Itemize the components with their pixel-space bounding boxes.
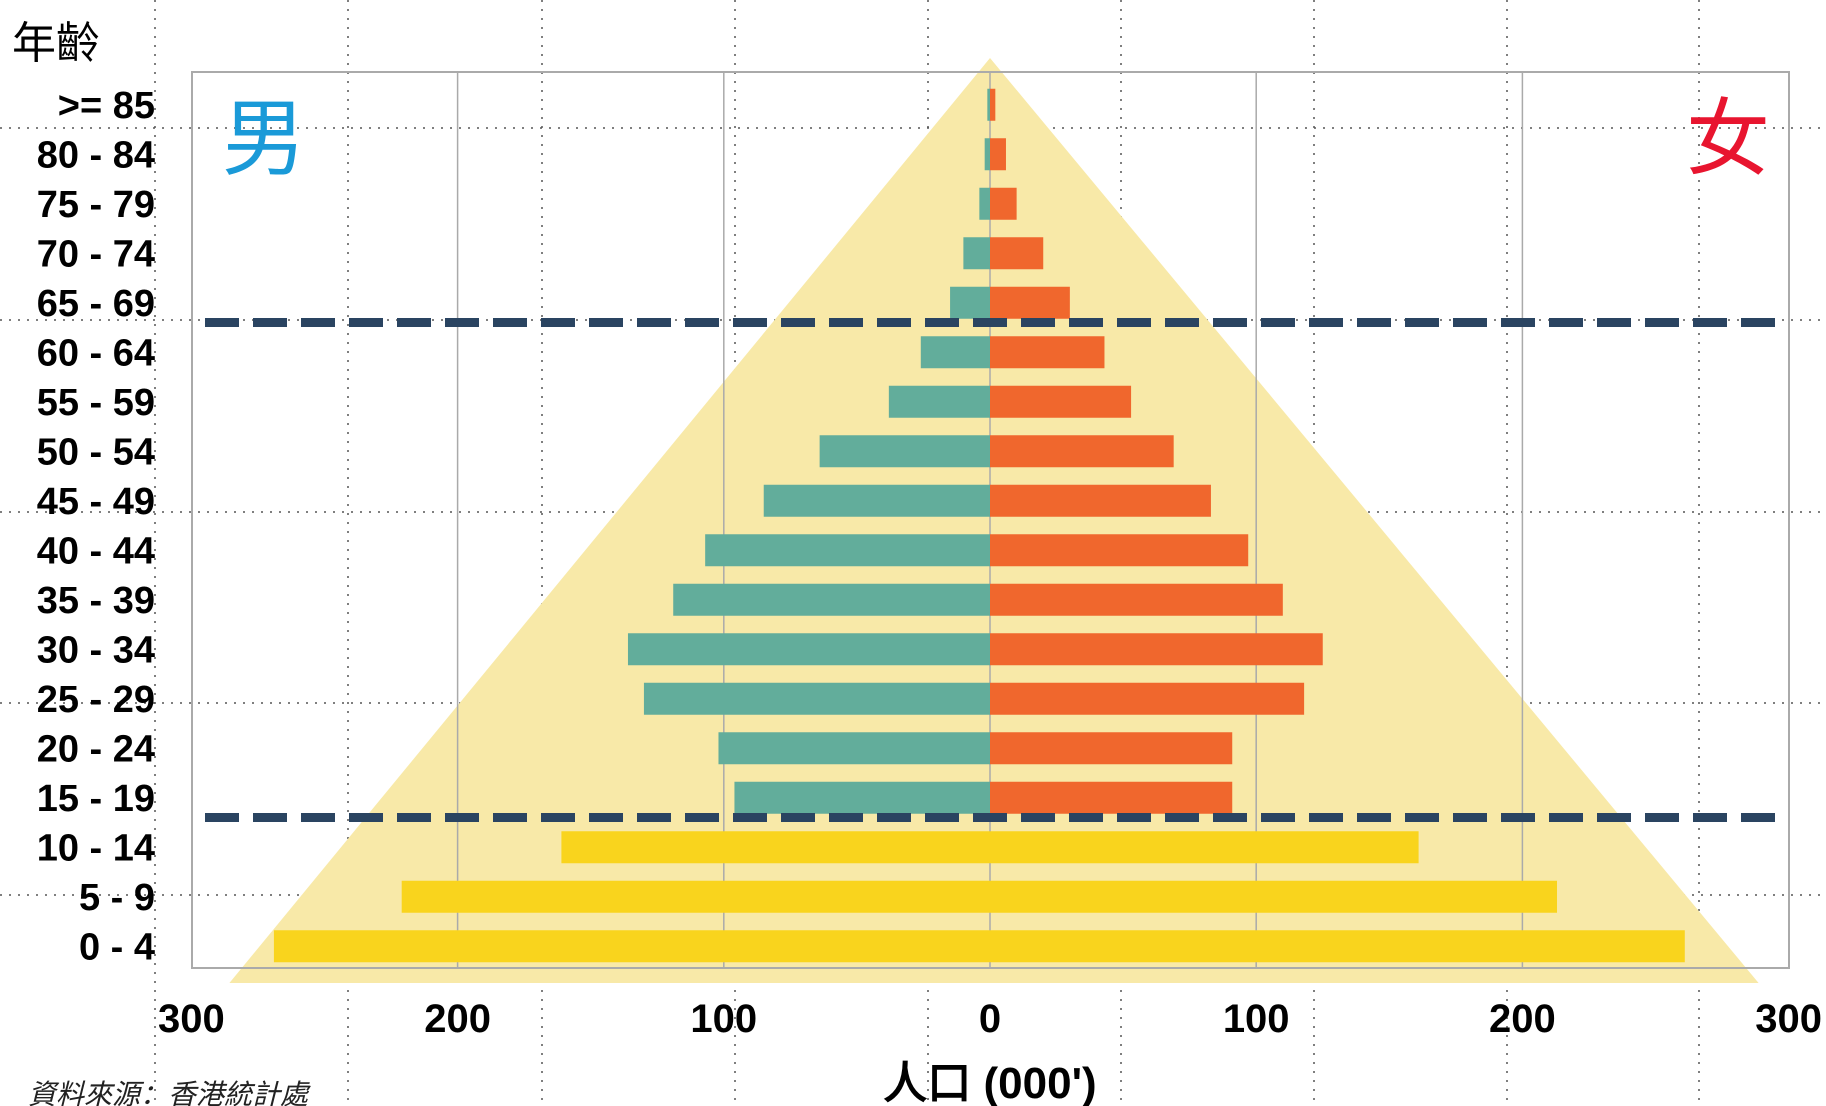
age-label: 45 - 49: [37, 481, 155, 523]
male-label: 男: [222, 90, 306, 188]
age-label: 25 - 29: [37, 679, 155, 721]
bar-female-10-14: [990, 831, 1419, 864]
bar-male-5-9: [401, 880, 990, 913]
age-label: 50 - 54: [37, 431, 155, 473]
age-label: 30 - 34: [37, 629, 155, 671]
bar-male-45-49: [763, 484, 990, 517]
bar-male-70-74: [963, 237, 990, 270]
bar-male-80-84: [984, 138, 990, 171]
bar-male-35-39: [673, 583, 990, 616]
age-label: 80 - 84: [37, 134, 155, 176]
bar-female-55-59: [990, 385, 1132, 418]
x-tick-label: 200: [1489, 997, 1556, 1041]
bar-male-20-24: [718, 732, 990, 765]
bar-male-15-19: [734, 781, 990, 814]
bar-female--85: [990, 88, 996, 121]
bar-male-60-64: [920, 336, 990, 369]
bar-female-45-49: [990, 484, 1211, 517]
x-tick-label: 300: [158, 997, 225, 1041]
bar-male-10-14: [561, 831, 990, 864]
bar-male-0-4: [273, 930, 990, 963]
age-labels: >= 85 80 - 84 75 - 79 70 - 74 65 - 69 60 - 64…: [37, 85, 155, 969]
bar-female-60-64: [990, 336, 1105, 369]
x-tick-label: 0: [979, 997, 1001, 1041]
age-label: 55 - 59: [37, 382, 155, 424]
x-tick-labels: 300 200 100 0 100 200 300: [158, 997, 1822, 1041]
bar-female-15-19: [990, 781, 1233, 814]
age-label: 0 - 4: [79, 926, 155, 968]
age-label: 40 - 44: [37, 530, 155, 572]
bar-female-25-29: [990, 682, 1305, 715]
x-axis-label: 人口 (000'): [883, 1059, 1096, 1106]
age-label: 10 - 14: [37, 827, 155, 869]
age-label: 60 - 64: [37, 332, 155, 374]
female-label: 女: [1686, 90, 1770, 188]
bar-male--85: [987, 88, 990, 121]
y-axis-label: 年齡: [12, 18, 100, 69]
age-label: 65 - 69: [37, 283, 155, 325]
bar-female-30-34: [990, 633, 1323, 666]
age-label: >= 85: [58, 85, 155, 127]
x-tick-label: 100: [1223, 997, 1290, 1041]
bar-male-40-44: [705, 534, 990, 567]
bar-female-70-74: [990, 237, 1044, 270]
bar-male-75-79: [979, 187, 990, 220]
bar-male-30-34: [627, 633, 990, 666]
bar-female-0-4: [990, 930, 1685, 963]
bar-male-50-54: [819, 435, 990, 468]
x-tick-label: 200: [424, 997, 491, 1041]
bar-female-20-24: [990, 732, 1233, 765]
age-label: 20 - 24: [37, 728, 155, 770]
x-tick-label: 100: [690, 997, 757, 1041]
bar-male-55-59: [888, 385, 990, 418]
age-label: 70 - 74: [37, 233, 155, 275]
bar-female-50-54: [990, 435, 1174, 468]
bars: [273, 88, 1685, 963]
age-label: 75 - 79: [37, 184, 155, 226]
pyramid-background-triangle: [229, 58, 1759, 983]
bar-female-35-39: [990, 583, 1283, 616]
age-label: 15 - 19: [37, 778, 155, 820]
bar-male-25-29: [643, 682, 990, 715]
age-label: 5 - 9: [79, 877, 155, 919]
bar-female-5-9: [990, 880, 1558, 913]
bar-male-65-69: [950, 286, 990, 319]
bar-female-80-84: [990, 138, 1006, 171]
dashed-separators: [205, 318, 1780, 822]
bar-female-40-44: [990, 534, 1249, 567]
bar-female-65-69: [990, 286, 1070, 319]
age-label: 35 - 39: [37, 580, 155, 622]
bar-female-75-79: [990, 187, 1017, 220]
x-tick-label: 300: [1755, 997, 1822, 1041]
source-note: 資料來源：香港統計處: [28, 1078, 311, 1106]
